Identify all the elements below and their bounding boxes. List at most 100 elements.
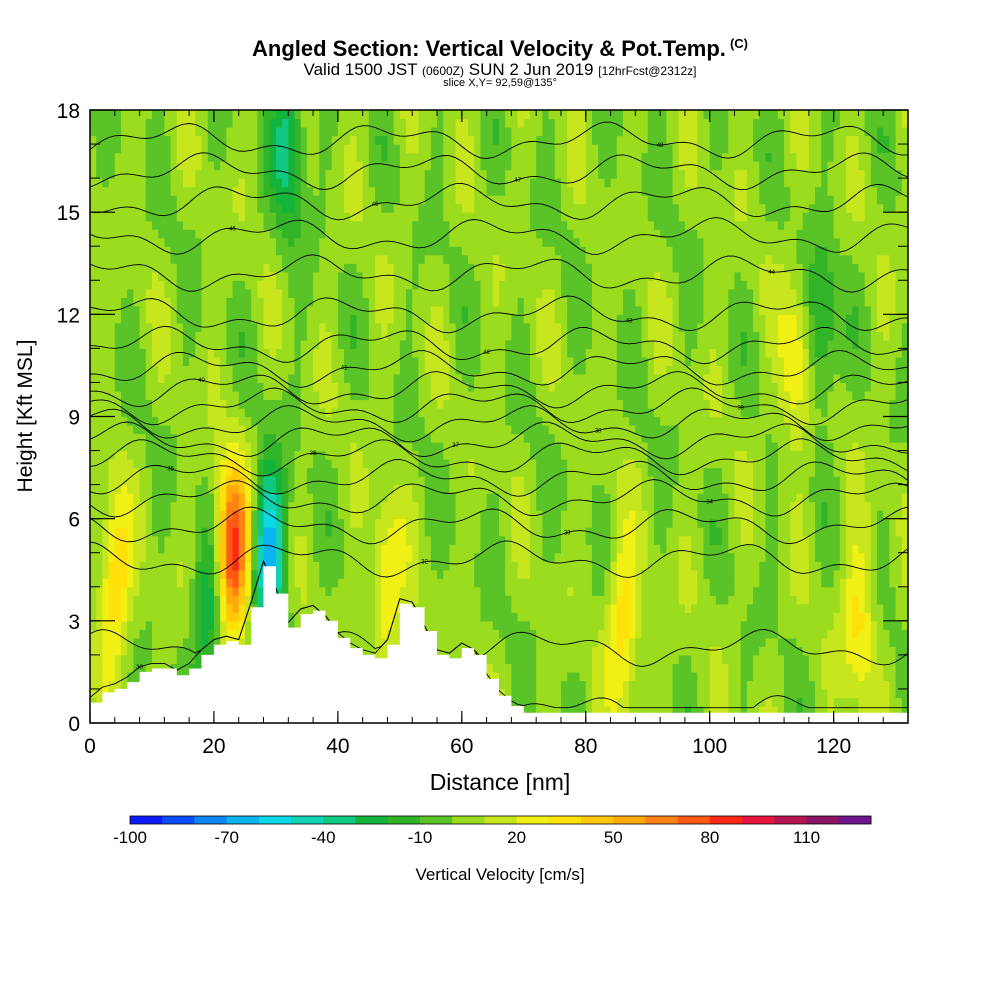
velocity-cell [164, 646, 172, 656]
velocity-cell [505, 322, 512, 332]
velocity-cell [350, 433, 358, 443]
velocity-cell [356, 399, 364, 409]
velocity-cell [226, 220, 234, 230]
velocity-cell [282, 484, 289, 494]
velocity-cell [151, 595, 159, 605]
velocity-cell [399, 135, 407, 145]
velocity-cell [300, 178, 308, 188]
velocity-cell [90, 544, 97, 554]
velocity-cell [244, 365, 252, 375]
velocity-cell [331, 271, 339, 281]
velocity-cell [331, 578, 339, 588]
velocity-cell [313, 331, 320, 341]
velocity-cell [213, 578, 221, 588]
velocity-cell [220, 169, 227, 179]
velocity-cell [418, 186, 426, 196]
velocity-cell [133, 314, 141, 324]
velocity-cell [362, 442, 370, 452]
velocity-cell [300, 110, 308, 120]
velocity-cell [319, 603, 327, 613]
velocity-cell [437, 544, 444, 554]
velocity-cell [102, 322, 110, 332]
velocity-cell [455, 144, 463, 154]
velocity-cell [337, 331, 345, 341]
velocity-cell [449, 356, 457, 367]
velocity-cell [350, 544, 358, 554]
velocity-cell [356, 348, 364, 358]
velocity-cell [282, 305, 289, 315]
velocity-cell [170, 161, 178, 171]
velocity-cell [195, 348, 203, 358]
velocity-cell [412, 595, 420, 605]
velocity-cell [282, 527, 289, 537]
velocity-cell [102, 169, 110, 179]
velocity-cell [201, 152, 209, 162]
velocity-cell [468, 416, 475, 426]
velocity-cell [406, 578, 413, 588]
velocity-cell [102, 595, 110, 605]
velocity-cell [406, 348, 413, 358]
velocity-cell [226, 527, 234, 537]
velocity-cell [189, 407, 196, 418]
velocity-cell [461, 161, 469, 171]
velocity-cell [244, 246, 252, 256]
velocity-cell [443, 416, 451, 426]
velocity-cell [480, 569, 488, 579]
velocity-cell [505, 280, 512, 290]
velocity-cell [213, 637, 221, 647]
velocity-cell [96, 620, 103, 630]
velocity-cell [220, 603, 227, 613]
velocity-cell [313, 348, 320, 358]
velocity-cell [226, 263, 234, 273]
velocity-cell [412, 382, 420, 392]
velocity-cell [424, 348, 432, 358]
velocity-cell [226, 195, 234, 205]
velocity-cell [331, 416, 339, 426]
velocity-cell [474, 510, 482, 520]
velocity-cell [356, 535, 364, 545]
velocity-cell [325, 484, 333, 494]
velocity-cell [182, 578, 190, 588]
velocity-cell [418, 595, 426, 605]
velocity-cell [108, 135, 116, 145]
velocity-cell [393, 450, 401, 460]
velocity-cell [195, 118, 203, 128]
velocity-cell [393, 637, 401, 647]
velocity-cell [226, 118, 234, 128]
velocity-cell [170, 612, 178, 622]
velocity-cell [133, 527, 141, 537]
velocity-cell [486, 637, 494, 647]
velocity-cell [257, 144, 265, 154]
velocity-cell [269, 535, 277, 545]
velocity-cell [226, 254, 234, 264]
velocity-cell [275, 365, 283, 375]
velocity-cell [238, 484, 246, 494]
velocity-cell [96, 322, 103, 332]
velocity-cell [430, 305, 438, 315]
velocity-cell [424, 254, 432, 264]
velocity-cell [226, 339, 234, 349]
velocity-cell [275, 569, 283, 579]
velocity-cell [213, 544, 221, 554]
velocity-cell [244, 382, 252, 392]
velocity-cell [151, 501, 159, 511]
velocity-cell [220, 348, 227, 358]
velocity-cell [102, 399, 110, 409]
velocity-cell [294, 518, 302, 528]
velocity-cell [133, 186, 141, 196]
velocity-cell [381, 595, 389, 605]
velocity-cell [151, 416, 159, 426]
velocity-cell [492, 220, 500, 230]
velocity-cell [120, 561, 128, 571]
velocity-cell [505, 246, 512, 256]
velocity-cell [145, 476, 153, 486]
velocity-cell [393, 178, 401, 188]
velocity-cell [468, 237, 475, 247]
velocity-cell [325, 135, 333, 145]
velocity-cell [362, 280, 370, 290]
velocity-cell [300, 416, 308, 426]
velocity-cell [195, 390, 203, 401]
velocity-cell [263, 399, 271, 409]
velocity-cell [257, 152, 265, 162]
velocity-cell [368, 476, 376, 486]
